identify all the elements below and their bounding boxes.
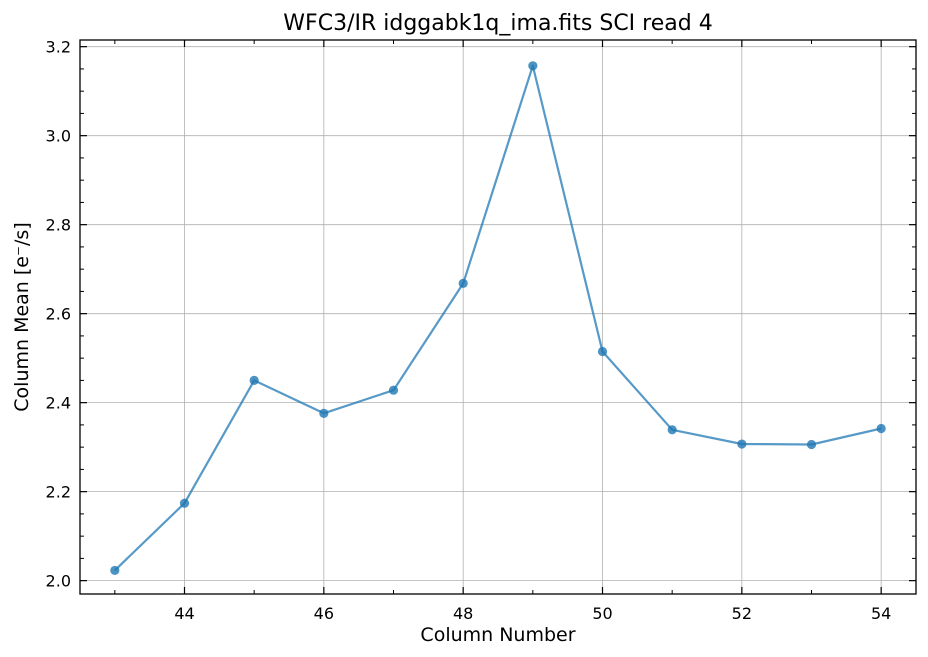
grid-lines [80, 40, 916, 594]
data-point [110, 565, 120, 576]
tick-marks [80, 40, 916, 594]
y-tick-label: 3.2 [46, 38, 71, 57]
series-line [114, 64, 882, 572]
y-axis-label: Column Mean [e⁻/s] [11, 222, 33, 411]
data-point [597, 346, 608, 357]
y-tick-label: 2.6 [46, 305, 71, 324]
data-point [737, 439, 747, 449]
x-tick-label: 52 [732, 604, 752, 623]
data-point [249, 375, 259, 386]
y-tick-label: 2.0 [46, 572, 71, 591]
plot-frame [79, 39, 917, 595]
data-point [876, 423, 886, 434]
series-layer [110, 61, 886, 576]
x-tick-label: 54 [871, 604, 891, 623]
x-tick-label: 48 [453, 604, 473, 623]
x-tick-label: 46 [314, 604, 334, 623]
y-tick-label: 2.4 [46, 394, 71, 413]
data-point [319, 408, 329, 418]
data-point [458, 278, 468, 289]
data-point [667, 425, 677, 435]
x-tick-label: 44 [174, 604, 194, 623]
chart-title: WFC3/IR idggabk1q_ima.fits SCI read 4 [283, 11, 712, 36]
data-point [179, 498, 190, 508]
x-tick-label: 50 [592, 604, 612, 623]
y-tick-label: 2.8 [46, 216, 71, 235]
data-point [388, 385, 399, 395]
y-tick-label: 2.2 [46, 483, 71, 502]
x-axis-label: Column Number [420, 624, 575, 646]
tick-labels: 44 46 48 50 52 54 2.0 2.2 2.4 2.6 2.8 3.0 3.2 [46, 38, 892, 623]
data-point [528, 61, 538, 71]
y-tick-label: 3.0 [46, 127, 71, 146]
data-point [806, 439, 817, 450]
